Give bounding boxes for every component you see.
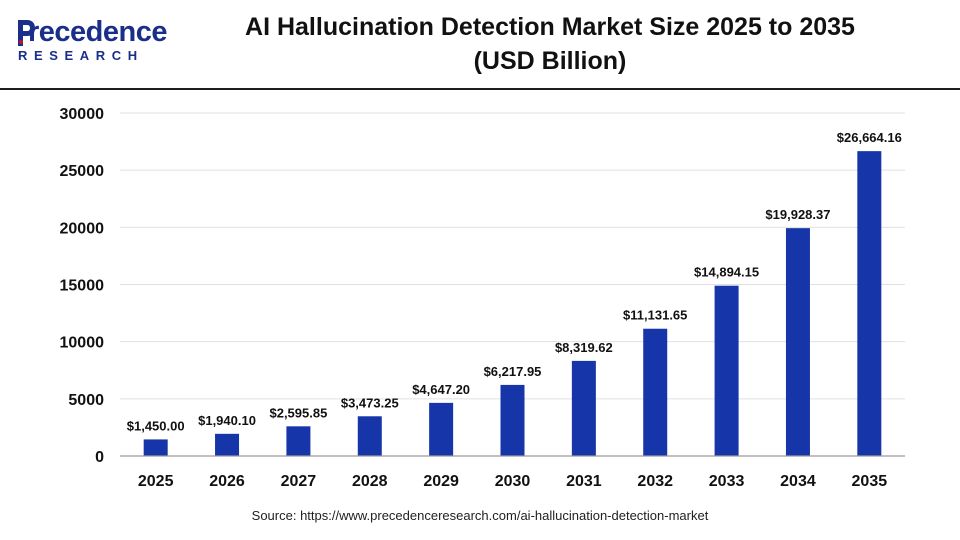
data-label: $1,940.10 — [198, 413, 256, 428]
bar-2033 — [714, 285, 739, 456]
header-divider — [0, 88, 960, 90]
bar-2032 — [643, 328, 668, 456]
bar-2030 — [500, 384, 525, 456]
bar-2025 — [143, 439, 168, 456]
chart-header: recedence RESEARCH AI Hallucination Dete… — [0, 0, 960, 88]
y-tick-label: 25000 — [60, 163, 105, 180]
x-tick-label: 2033 — [709, 473, 745, 490]
y-tick-label: 30000 — [60, 106, 105, 123]
x-tick-label: 2026 — [209, 473, 245, 490]
data-label: $19,928.37 — [765, 207, 830, 222]
data-label: $14,894.15 — [694, 265, 759, 280]
x-tick-label: 2025 — [138, 473, 174, 490]
chart-title-line1: AI Hallucination Detection Market Size 2… — [245, 13, 855, 41]
data-label: $8,319.62 — [555, 340, 613, 355]
data-label: $26,664.16 — [837, 130, 902, 145]
chart-title: AI Hallucination Detection Market Size 2… — [200, 10, 900, 78]
bar-2035 — [857, 151, 882, 456]
logo-wordmark: recedence — [28, 16, 168, 48]
x-tick-label: 2028 — [352, 473, 388, 490]
x-tick-label: 2035 — [852, 473, 888, 490]
source-note: Source: https://www.precedenceresearch.c… — [251, 508, 709, 523]
data-label: $3,473.25 — [341, 395, 399, 410]
x-tick-label: 2027 — [281, 473, 317, 490]
logo-p-icon — [18, 20, 35, 46]
bar-2029 — [429, 402, 454, 456]
gridlines — [120, 112, 905, 400]
bar-2028 — [357, 416, 382, 456]
data-labels: $1,450.00 $1,940.10 $2,595.85 $3,473.25 $4,6… — [127, 130, 902, 433]
chart-title-line2: (USD Billion) — [473, 47, 627, 75]
data-label: $1,450.00 — [127, 418, 185, 433]
bars — [143, 151, 882, 456]
y-tick-label: 10000 — [60, 335, 105, 352]
bar-2027 — [286, 426, 311, 456]
x-tick-label: 2031 — [566, 473, 602, 490]
data-label: $4,647.20 — [412, 382, 470, 397]
logo-subtitle: RESEARCH — [18, 48, 144, 63]
x-tick-label: 2029 — [423, 473, 459, 490]
y-tick-label: 15000 — [60, 278, 105, 295]
axes: 0 5000 10000 15000 20000 25000 30000 2025 2026 20… — [60, 106, 905, 490]
y-tick-label: 20000 — [60, 220, 105, 237]
x-tick-label: 2032 — [637, 473, 673, 490]
bar-2026 — [215, 433, 240, 456]
x-tick-label: 2034 — [780, 473, 816, 490]
y-tick-label: 5000 — [68, 392, 104, 409]
data-label: $11,131.65 — [623, 308, 687, 323]
bar-2031 — [571, 360, 596, 456]
brand-logo: recedence RESEARCH — [18, 16, 168, 63]
data-label: $2,595.85 — [269, 405, 327, 420]
x-tick-label: 2030 — [495, 473, 531, 490]
bar-2034 — [785, 228, 810, 456]
data-label: $6,217.95 — [484, 364, 542, 379]
y-tick-label: 0 — [95, 449, 104, 466]
